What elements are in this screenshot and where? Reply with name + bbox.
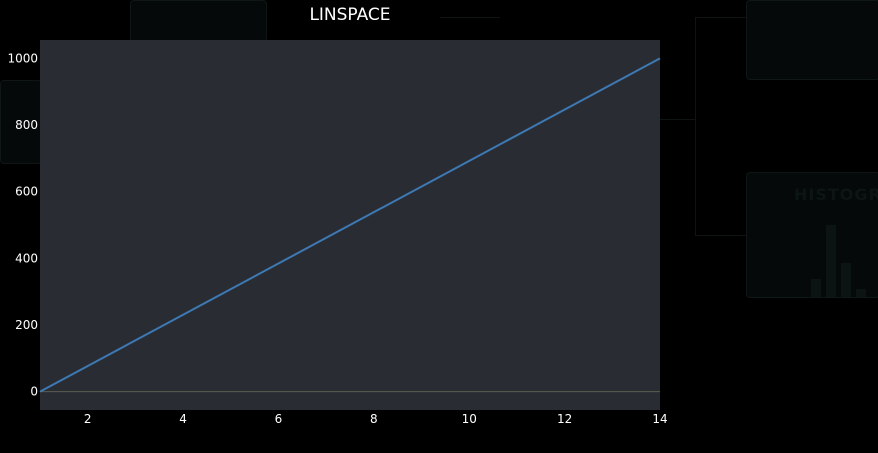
background-node-histogram: HISTOGRA <box>746 172 878 298</box>
x-tick-label: 2 <box>84 412 92 426</box>
background-histogram-bar <box>841 263 851 297</box>
x-tick-label: 12 <box>557 412 572 426</box>
background-histogram-bar <box>811 279 821 297</box>
y-tick-label: 200 <box>15 318 38 332</box>
y-tick-label: 0 <box>30 385 38 399</box>
background-node-title: HISTOGRA <box>794 185 878 204</box>
y-tick-label: 1000 <box>7 51 38 65</box>
background-node-scatter <box>746 0 878 80</box>
x-tick-label: 14 <box>652 412 667 426</box>
x-axis: 2 4 6 8 10 12 14 <box>84 412 668 426</box>
x-tick-label: 10 <box>462 412 477 426</box>
y-tick-label: 400 <box>15 251 38 265</box>
background-node-top-left <box>130 0 267 42</box>
background-connector <box>660 119 695 120</box>
background-histogram-bar <box>826 225 836 297</box>
background-connector <box>695 235 746 236</box>
y-tick-label: 800 <box>15 118 38 132</box>
background-histogram-bar <box>856 289 866 297</box>
x-tick-label: 4 <box>179 412 187 426</box>
y-axis: 0 200 400 600 800 1000 <box>7 51 38 398</box>
background-node-left <box>0 80 42 164</box>
background-connector <box>440 17 500 18</box>
chart-title: LINSPACE <box>309 5 390 25</box>
x-tick-label: 6 <box>275 412 283 426</box>
background-connector <box>695 17 696 235</box>
x-tick-label: 8 <box>370 412 378 426</box>
background-connector <box>695 17 746 18</box>
series-line <box>39 57 661 393</box>
series-layer <box>39 57 661 393</box>
y-tick-label: 600 <box>15 185 38 199</box>
